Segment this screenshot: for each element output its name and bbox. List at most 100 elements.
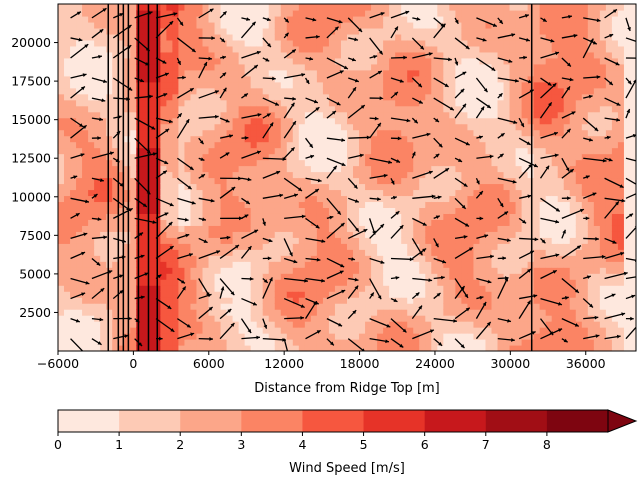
field-cell <box>292 141 300 149</box>
field-cell <box>82 135 89 143</box>
field-cell <box>485 117 493 125</box>
field-cell <box>238 123 246 131</box>
field-cell <box>425 291 432 298</box>
field-cell <box>334 345 342 351</box>
field-cell <box>527 285 535 292</box>
field-cell <box>280 63 288 71</box>
field-cell <box>455 147 462 155</box>
field-cell <box>413 315 420 322</box>
field-cell <box>70 285 77 292</box>
field-cell <box>491 207 499 214</box>
field-cell <box>461 123 469 131</box>
field-cell <box>485 297 493 304</box>
field-cell <box>58 327 65 334</box>
field-cell <box>533 159 541 167</box>
field-cell <box>467 285 475 292</box>
field-cell <box>118 129 125 137</box>
field-cell <box>563 249 571 256</box>
field-cell <box>340 189 348 197</box>
field-cell <box>310 309 318 316</box>
field-cell <box>328 231 336 238</box>
field-cell <box>509 81 517 89</box>
field-cell <box>202 51 210 59</box>
field-cell <box>467 45 475 53</box>
field-cell <box>124 309 131 316</box>
field-cell <box>88 165 95 173</box>
field-cell <box>82 75 89 83</box>
field-cell <box>509 333 517 340</box>
field-cell <box>220 291 228 298</box>
field-cell <box>485 123 493 131</box>
field-cell <box>70 261 77 268</box>
field-cell <box>130 171 137 179</box>
field-cell <box>262 27 270 35</box>
field-cell <box>172 111 180 119</box>
field-cell <box>533 225 541 232</box>
field-cell <box>292 9 300 17</box>
field-cell <box>310 195 318 203</box>
field-cell <box>256 273 264 280</box>
field-cell <box>256 183 264 191</box>
field-cell <box>449 117 456 125</box>
field-cell <box>467 177 475 185</box>
field-cell <box>148 27 155 35</box>
field-cell <box>166 9 173 17</box>
field-cell <box>509 339 517 346</box>
field-cell <box>322 135 330 143</box>
field-cell <box>58 123 65 131</box>
field-cell <box>268 249 276 256</box>
field-cell <box>377 63 384 71</box>
field-cell <box>467 135 475 143</box>
field-cell <box>503 111 511 119</box>
field-cell <box>148 15 155 23</box>
field-cell <box>467 279 475 286</box>
field-cell <box>377 27 384 35</box>
field-cell <box>509 261 517 268</box>
field-cell <box>166 4 173 11</box>
field-cell <box>262 69 270 77</box>
field-cell <box>377 135 384 143</box>
field-cell <box>130 273 137 280</box>
field-cell <box>172 39 180 47</box>
field-cell <box>268 21 276 29</box>
field-cell <box>521 201 529 209</box>
field-cell <box>401 135 408 143</box>
field-cell <box>347 9 354 17</box>
field-cell <box>190 141 198 149</box>
field-cell <box>359 117 366 125</box>
field-cell <box>371 249 378 256</box>
field-cell <box>431 213 438 220</box>
field-cell <box>268 255 276 262</box>
field-cell <box>371 21 378 29</box>
field-cell <box>533 219 541 226</box>
field-cell <box>124 15 131 23</box>
field-cell <box>322 93 330 101</box>
field-cell <box>407 225 414 232</box>
field-cell <box>365 273 372 280</box>
field-cell <box>322 27 330 35</box>
field-cell <box>569 93 577 101</box>
field-cell <box>76 249 83 256</box>
field-cell <box>479 321 487 328</box>
field-cell <box>88 159 95 167</box>
field-cell <box>112 345 119 351</box>
field-cell <box>286 261 294 268</box>
field-cell <box>292 249 300 256</box>
field-cell <box>443 273 450 280</box>
field-cell <box>545 315 553 322</box>
field-cell <box>485 81 493 89</box>
field-cell <box>491 177 499 185</box>
field-cell <box>334 327 342 334</box>
field-cell <box>503 9 511 17</box>
field-cell <box>256 261 264 268</box>
field-cell <box>365 279 372 286</box>
field-cell <box>226 255 234 262</box>
field-cell <box>395 129 402 137</box>
field-cell <box>202 99 210 107</box>
field-cell <box>64 153 71 161</box>
field-cell <box>509 225 517 232</box>
field-cell <box>479 111 487 119</box>
field-cell <box>389 111 396 119</box>
field-cell <box>172 87 180 95</box>
field-cell <box>292 111 300 119</box>
